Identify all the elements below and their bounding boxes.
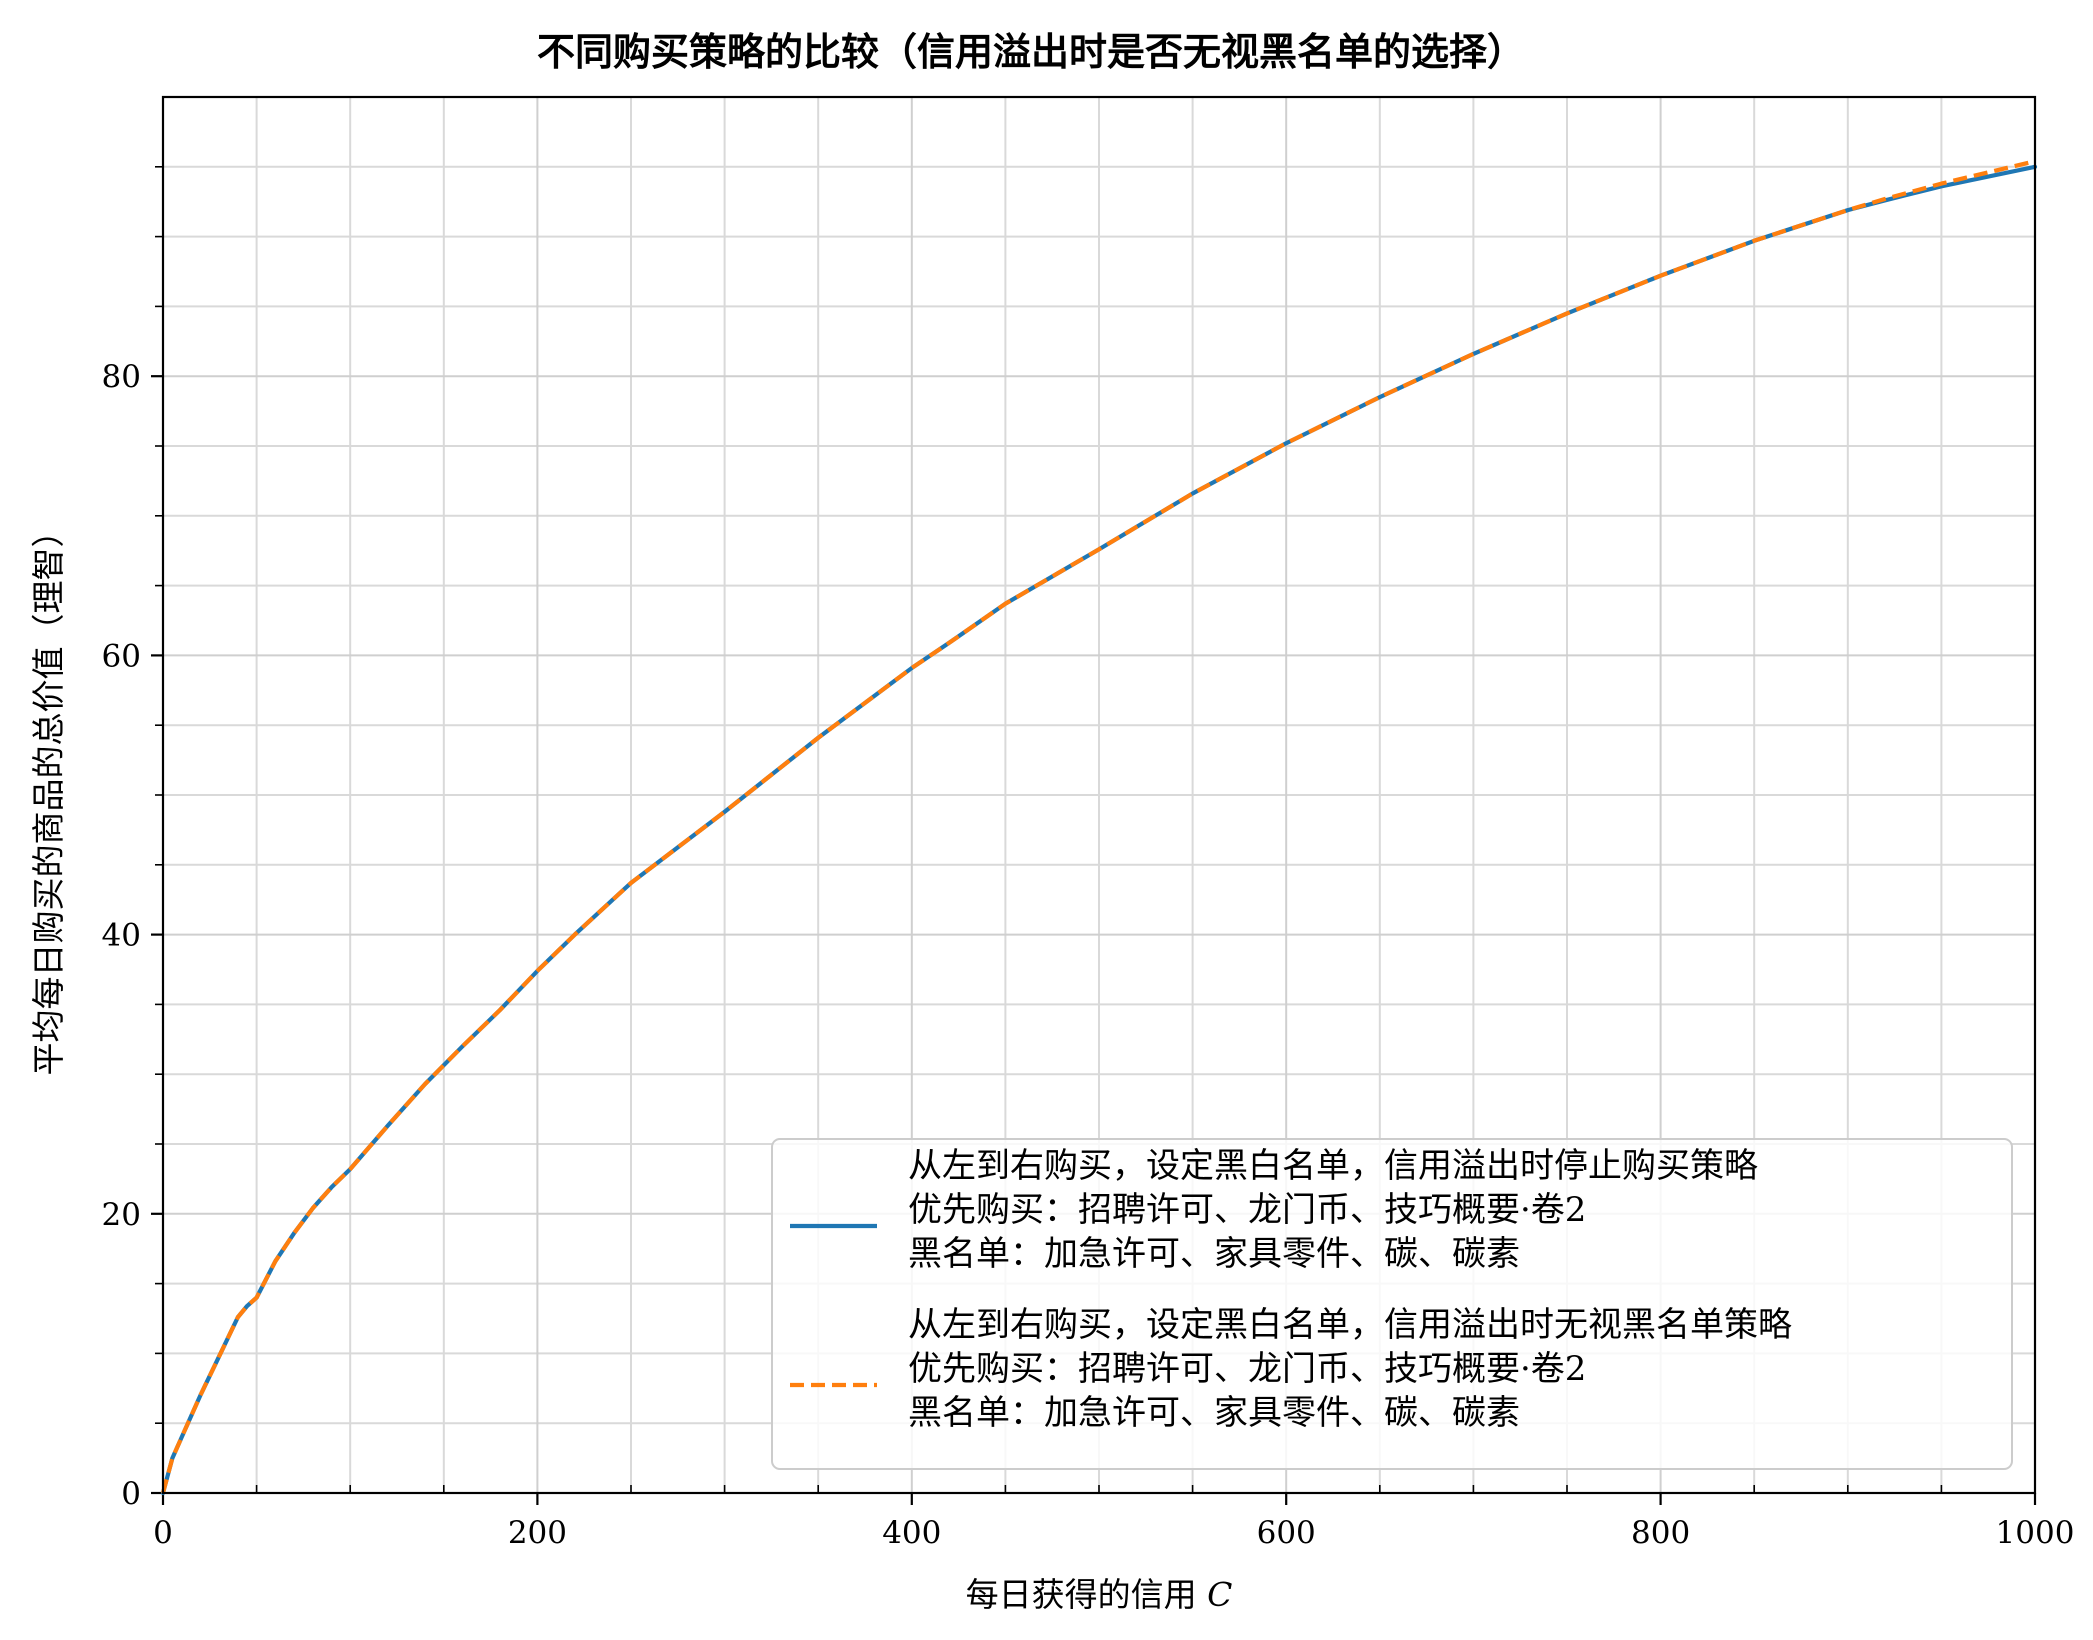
x-tick-label: 400 <box>882 1515 941 1551</box>
x-tick-label: 1000 <box>1996 1515 2075 1551</box>
x-tick-label: 0 <box>153 1515 173 1551</box>
y-tick-label: 20 <box>102 1197 141 1233</box>
x-axis-label: 每日获得的信用 C <box>966 1575 1233 1614</box>
chart-title: 不同购买策略的比较（信用溢出时是否无视黑名单的选择） <box>537 29 1525 74</box>
series-line-2 <box>160 159 2036 1494</box>
x-tick-label: 200 <box>508 1515 567 1551</box>
axis-ticks <box>151 166 2037 1505</box>
x-tick-label: 600 <box>1257 1515 1316 1551</box>
y-tick-label: 60 <box>102 638 141 674</box>
y-tick-label: 0 <box>121 1476 141 1512</box>
x-tick-label: 800 <box>1631 1515 1690 1551</box>
legend-label-1: 从左到右购买，设定黑白名单，信用溢出时停止购买策略优先购买：招聘许可、龙门币、技… <box>908 1146 1758 1274</box>
legend: 从左到右购买，设定黑白名单，信用溢出时停止购买策略优先购买：招聘许可、龙门币、技… <box>771 1138 2013 1470</box>
tick-labels: 0 200 400 600 800 1000 0 20 40 60 80 <box>102 359 2075 1551</box>
series-lines <box>160 159 2038 1496</box>
y-tick-label: 80 <box>102 359 141 395</box>
y-tick-label: 40 <box>102 918 141 954</box>
y-axis-label: 平均每日购买的商品的总价值（理智） <box>29 515 68 1076</box>
plot-frame <box>161 95 2037 1495</box>
legend-box <box>771 1138 2013 1470</box>
legend-label-2: 从左到右购买，设定黑白名单，信用溢出时无视黑名单策略优先购买：招聘许可、龙门币、… <box>908 1305 1792 1433</box>
